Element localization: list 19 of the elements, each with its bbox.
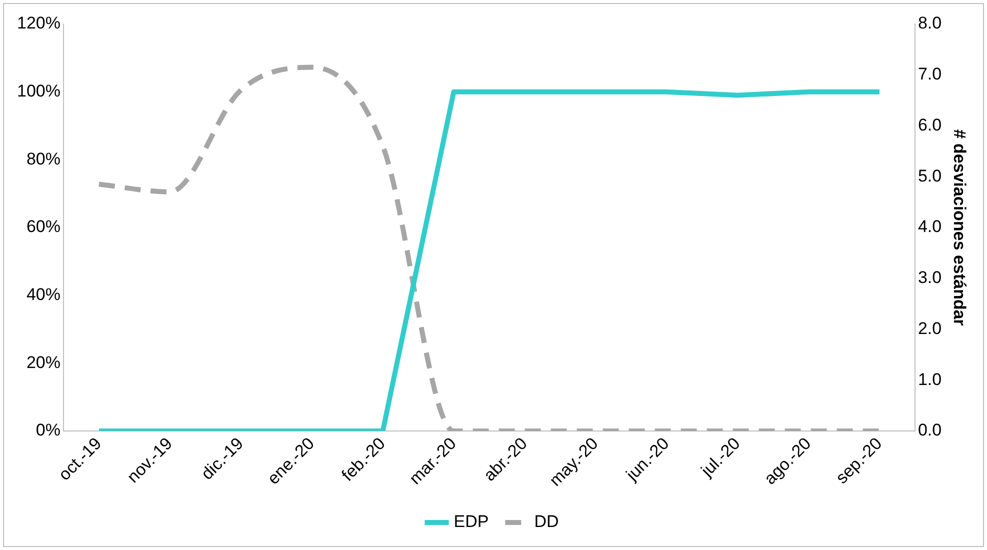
legend-label: DD <box>534 512 559 532</box>
y2-tick-label: 3.0 <box>918 268 942 288</box>
y-tick-label: 100% <box>16 82 60 101</box>
y2-tick-label: 1.0 <box>918 370 942 389</box>
y-tick-label: 0% <box>36 420 60 440</box>
y2-tick-label: 2.0 <box>918 318 942 338</box>
y-tick-label: 60% <box>26 217 60 236</box>
y-tick-label: 80% <box>26 149 60 168</box>
y2-tick-label: 8.0 <box>918 14 942 33</box>
legend-label: EDP <box>454 512 489 532</box>
y-tick-label: 20% <box>26 352 60 372</box>
y2-tick-label: 4.0 <box>918 217 942 236</box>
y-tick-label: 40% <box>26 285 60 304</box>
y2-tick-label: 6.0 <box>918 115 942 134</box>
y2-axis-title: # desviaciones estándar <box>950 129 970 326</box>
y-tick-label: 120% <box>16 14 60 33</box>
y2-tick-label: 7.0 <box>918 64 942 84</box>
y2-tick-label: 0.0 <box>918 420 942 440</box>
y2-tick-label: 5.0 <box>918 166 942 186</box>
